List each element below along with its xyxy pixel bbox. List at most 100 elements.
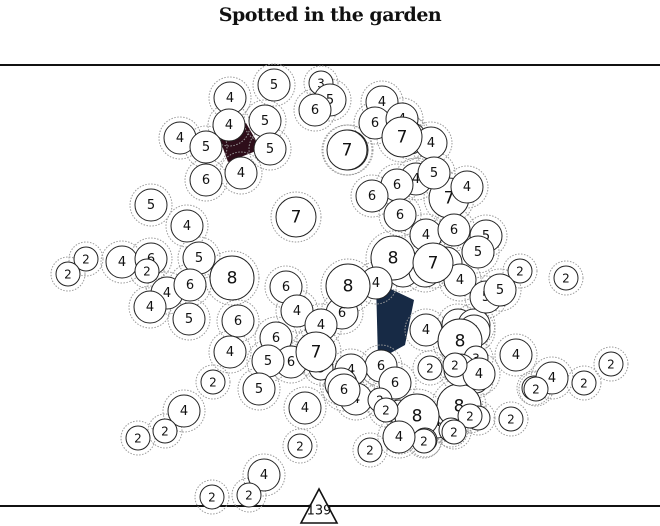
node-circle (381, 116, 423, 158)
node-circle (462, 357, 496, 391)
network-node: 2 (287, 433, 313, 459)
node-circle (523, 376, 549, 402)
network-node: 4 (450, 170, 484, 204)
count-badge: 139 (299, 487, 339, 524)
node-halo (282, 428, 318, 464)
node-circle (382, 420, 416, 454)
node-halo (242, 453, 286, 497)
network-node: 8 (325, 263, 371, 309)
node-circle (242, 372, 276, 406)
node-halo (264, 265, 308, 309)
network-node: 2 (553, 265, 579, 291)
node-circle (73, 246, 99, 272)
node-circle (189, 163, 223, 197)
node-halo (165, 204, 209, 248)
node-circle (373, 397, 399, 423)
node-halo (502, 253, 538, 289)
node-halo (412, 151, 456, 195)
network-node: 5 (483, 273, 517, 307)
node-circle (507, 258, 533, 284)
node-halo (219, 151, 263, 195)
node-circle (55, 261, 81, 287)
highlight-polygon-1 (220, 123, 261, 162)
node-halo (231, 477, 267, 513)
network-node: 2 (571, 370, 597, 396)
network-node: 4 (213, 335, 247, 369)
network-node: 7 (275, 196, 317, 238)
network-node: 5 (461, 235, 495, 269)
node-halo (283, 386, 327, 430)
node-halo (566, 365, 602, 401)
node-halo (359, 344, 403, 388)
node-halo (50, 256, 86, 292)
node-halo (593, 346, 629, 382)
node-circle (134, 188, 168, 222)
node-halo (548, 260, 584, 296)
node-halo (433, 412, 469, 448)
node-circle (325, 263, 371, 309)
node-halo (406, 423, 442, 459)
network-node: 5 (242, 372, 276, 406)
node-circle (571, 370, 597, 396)
node-halo (270, 191, 322, 243)
node-circle (209, 255, 255, 301)
node-circle (248, 104, 282, 138)
node-circle (167, 394, 201, 428)
node-circle (355, 179, 389, 213)
network-node: 2 (441, 419, 467, 445)
network-node: 6 (355, 179, 389, 213)
node-halo (147, 413, 183, 449)
node-halo (252, 63, 296, 107)
highlight-polygon-2 (376, 282, 414, 360)
network-node: 2 (134, 258, 160, 284)
node-circle (461, 235, 495, 269)
node-circle (224, 156, 258, 190)
network-node: 6 (221, 304, 255, 338)
node-halo (237, 367, 281, 411)
network-node: 2 (55, 261, 81, 287)
node-circle (257, 68, 291, 102)
node-halo (352, 432, 388, 468)
node-circle (199, 484, 225, 510)
network-node: 5 (257, 68, 291, 102)
node-circle (417, 156, 451, 190)
network-node: 6 (173, 268, 207, 302)
network-node: 2 (523, 376, 549, 402)
node-halo (303, 65, 339, 101)
network-node: 6 (327, 373, 361, 407)
node-circle (598, 351, 624, 377)
network-node: 2 (373, 397, 399, 423)
node-halo (452, 303, 496, 347)
node-halo (452, 309, 496, 353)
node-halo (373, 361, 417, 405)
node-circle (247, 458, 281, 492)
network-node: 4 (133, 290, 167, 324)
network-node: 6 (437, 213, 471, 247)
node-circle (275, 196, 317, 238)
network-node: 5 (251, 344, 285, 378)
network-node: 2 (199, 484, 225, 510)
node-circle (457, 403, 483, 429)
network-node: 6 (189, 163, 223, 197)
network-node: 4 (462, 357, 496, 391)
node-circle (189, 130, 223, 164)
node-halo (167, 297, 211, 341)
network-node: 6 (298, 93, 332, 127)
node-halo (320, 291, 364, 335)
node-halo (216, 299, 260, 343)
chart-title: Spotted in the garden (218, 4, 442, 26)
node-circle (221, 304, 255, 338)
node-circle (133, 290, 167, 324)
node-circle (450, 170, 484, 204)
node-halo (177, 236, 221, 280)
network-node: 5 (134, 188, 168, 222)
node-circle (170, 209, 204, 243)
network-node: 4 (170, 209, 204, 243)
node-halo (129, 253, 165, 289)
network-node: 4 (409, 313, 443, 347)
node-circle (134, 258, 160, 284)
node-circle (437, 213, 471, 247)
node-halo (457, 352, 501, 396)
network-node: 5 (417, 156, 451, 190)
node-circle (441, 419, 467, 445)
